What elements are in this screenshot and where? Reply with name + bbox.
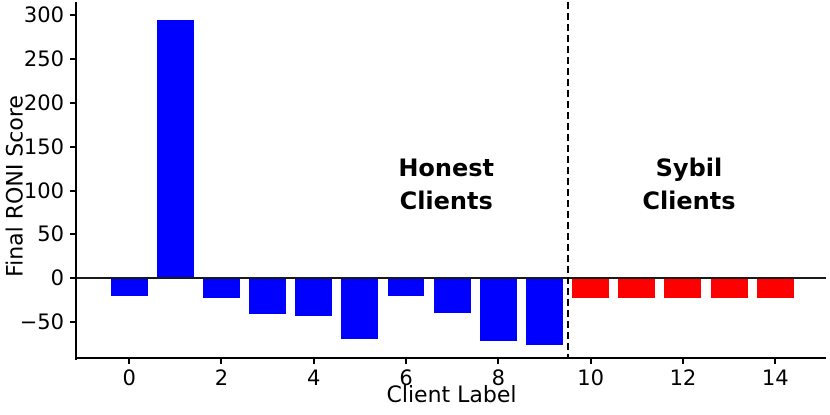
y-tick-mark	[70, 14, 75, 17]
x-tick-label: 10	[577, 366, 604, 390]
y-tick-mark	[70, 189, 75, 192]
bar-client-9	[526, 278, 563, 345]
y-tick-label: 0	[50, 266, 64, 291]
bar-client-7	[433, 278, 471, 314]
bar-client-1	[156, 19, 194, 279]
y-tick-label: −50	[19, 310, 64, 335]
honest-sybil-divider-line	[566, 2, 569, 358]
x-tick-mark	[128, 358, 131, 364]
bar-client-6	[387, 278, 425, 296]
x-tick-label: 12	[669, 366, 697, 390]
y-axis-spine	[75, 2, 77, 360]
x-tick-label: 4	[307, 366, 321, 390]
bar-client-13	[710, 278, 748, 299]
bar-client-11	[618, 278, 656, 299]
x-tick-mark	[497, 358, 500, 364]
x-tick-mark	[774, 358, 777, 364]
y-tick-label: 100	[23, 178, 64, 203]
x-tick-mark	[405, 358, 408, 364]
annotation-honest-clients: Honest Clients	[398, 154, 495, 216]
y-tick-label: 200	[23, 90, 64, 115]
x-axis-label: Client Label	[386, 383, 517, 408]
y-tick-mark	[70, 145, 75, 148]
bar-client-12	[664, 278, 702, 299]
x-tick-mark	[312, 358, 315, 364]
x-tick-label: 6	[399, 366, 413, 390]
bar-client-3	[249, 278, 287, 315]
y-tick-label: 250	[23, 46, 64, 71]
y-tick-mark	[70, 233, 75, 236]
y-tick-mark	[70, 101, 75, 104]
y-tick-mark	[70, 277, 75, 280]
bar-client-2	[202, 278, 240, 299]
bar-client-10	[572, 278, 610, 299]
x-tick-mark	[589, 358, 592, 364]
y-tick-label: 300	[23, 3, 64, 28]
bar-client-14	[756, 278, 794, 299]
x-tick-label: 14	[761, 366, 789, 390]
x-tick-label: 0	[122, 366, 136, 390]
x-tick-label: 8	[491, 366, 506, 390]
y-tick-mark	[70, 321, 75, 324]
x-tick-mark	[681, 358, 684, 364]
x-axis-spine	[75, 357, 826, 359]
bar-client-4	[295, 278, 333, 316]
y-tick-mark	[70, 57, 75, 60]
bar-client-0	[110, 278, 148, 296]
y-tick-label: 50	[37, 222, 64, 247]
x-tick-label: 2	[214, 366, 229, 390]
x-tick-mark	[220, 358, 223, 364]
annotation-sybil-clients: Sybil Clients	[642, 154, 736, 216]
bar-client-5	[341, 278, 379, 339]
zero-axis-line	[77, 277, 826, 280]
bar-client-8	[479, 278, 517, 342]
y-tick-label: 150	[23, 134, 64, 159]
